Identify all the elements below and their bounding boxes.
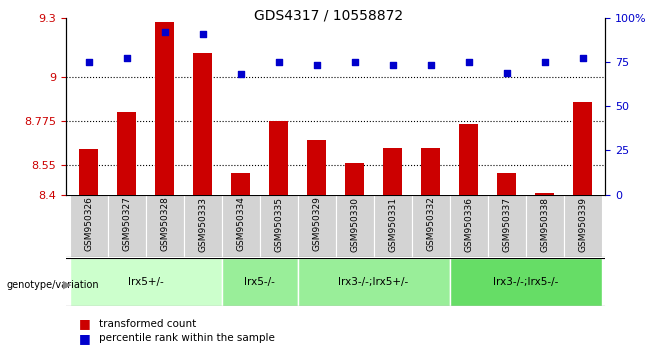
Point	[425, 63, 436, 68]
Text: GSM950332: GSM950332	[426, 196, 435, 251]
FancyBboxPatch shape	[449, 195, 488, 257]
Text: percentile rank within the sample: percentile rank within the sample	[99, 333, 274, 343]
Bar	[231, 173, 250, 195]
FancyBboxPatch shape	[222, 258, 297, 306]
Point	[540, 59, 550, 65]
Bar	[269, 121, 288, 195]
FancyBboxPatch shape	[336, 195, 374, 257]
Text: GSM950338: GSM950338	[540, 196, 549, 252]
FancyBboxPatch shape	[526, 195, 563, 257]
FancyBboxPatch shape	[222, 195, 260, 257]
Text: ▶: ▶	[63, 280, 71, 290]
Bar	[421, 148, 440, 195]
Point	[501, 70, 512, 75]
FancyBboxPatch shape	[297, 195, 336, 257]
Text: GSM950334: GSM950334	[236, 196, 245, 251]
Text: ■: ■	[79, 332, 91, 344]
Text: GSM950335: GSM950335	[274, 196, 283, 252]
Bar	[117, 112, 136, 195]
Point	[463, 59, 474, 65]
Bar	[459, 124, 478, 195]
Point	[236, 72, 246, 77]
Point	[577, 56, 588, 61]
Text: GSM950328: GSM950328	[160, 196, 169, 251]
Bar	[573, 102, 592, 195]
Text: GSM950327: GSM950327	[122, 196, 131, 251]
Text: lrx5+/-: lrx5+/-	[128, 277, 163, 287]
Text: genotype/variation: genotype/variation	[7, 280, 99, 290]
Text: GSM950339: GSM950339	[578, 196, 587, 252]
Text: GSM950329: GSM950329	[312, 196, 321, 251]
Bar	[79, 149, 98, 195]
Point	[349, 59, 360, 65]
FancyBboxPatch shape	[449, 258, 601, 306]
Point	[273, 59, 284, 65]
Point	[84, 59, 94, 65]
FancyBboxPatch shape	[260, 195, 297, 257]
Bar	[497, 173, 516, 195]
Bar	[155, 22, 174, 195]
Text: lrx5-/-: lrx5-/-	[244, 277, 275, 287]
Point	[311, 63, 322, 68]
Point	[388, 63, 398, 68]
FancyBboxPatch shape	[488, 195, 526, 257]
Point	[121, 56, 132, 61]
FancyBboxPatch shape	[374, 195, 411, 257]
FancyBboxPatch shape	[70, 195, 108, 257]
FancyBboxPatch shape	[563, 195, 601, 257]
FancyBboxPatch shape	[411, 195, 449, 257]
FancyBboxPatch shape	[108, 195, 145, 257]
Bar	[193, 53, 212, 195]
Bar	[307, 139, 326, 195]
Text: GSM950336: GSM950336	[464, 196, 473, 252]
Bar	[345, 163, 364, 195]
Text: lrx3-/-;lrx5+/-: lrx3-/-;lrx5+/-	[338, 277, 409, 287]
Text: transformed count: transformed count	[99, 319, 196, 329]
Text: GSM950331: GSM950331	[388, 196, 397, 252]
FancyBboxPatch shape	[297, 258, 449, 306]
Point	[159, 29, 170, 35]
FancyBboxPatch shape	[184, 195, 222, 257]
Bar	[535, 193, 554, 195]
Text: GSM950330: GSM950330	[350, 196, 359, 252]
Point	[197, 31, 208, 36]
Text: lrx3-/-;lrx5-/-: lrx3-/-;lrx5-/-	[493, 277, 558, 287]
Bar	[383, 148, 402, 195]
Text: GDS4317 / 10558872: GDS4317 / 10558872	[255, 9, 403, 23]
FancyBboxPatch shape	[145, 195, 184, 257]
Text: GSM950333: GSM950333	[198, 196, 207, 252]
Text: GSM950337: GSM950337	[502, 196, 511, 252]
FancyBboxPatch shape	[70, 258, 222, 306]
Text: ■: ■	[79, 318, 91, 330]
Text: GSM950326: GSM950326	[84, 196, 93, 251]
